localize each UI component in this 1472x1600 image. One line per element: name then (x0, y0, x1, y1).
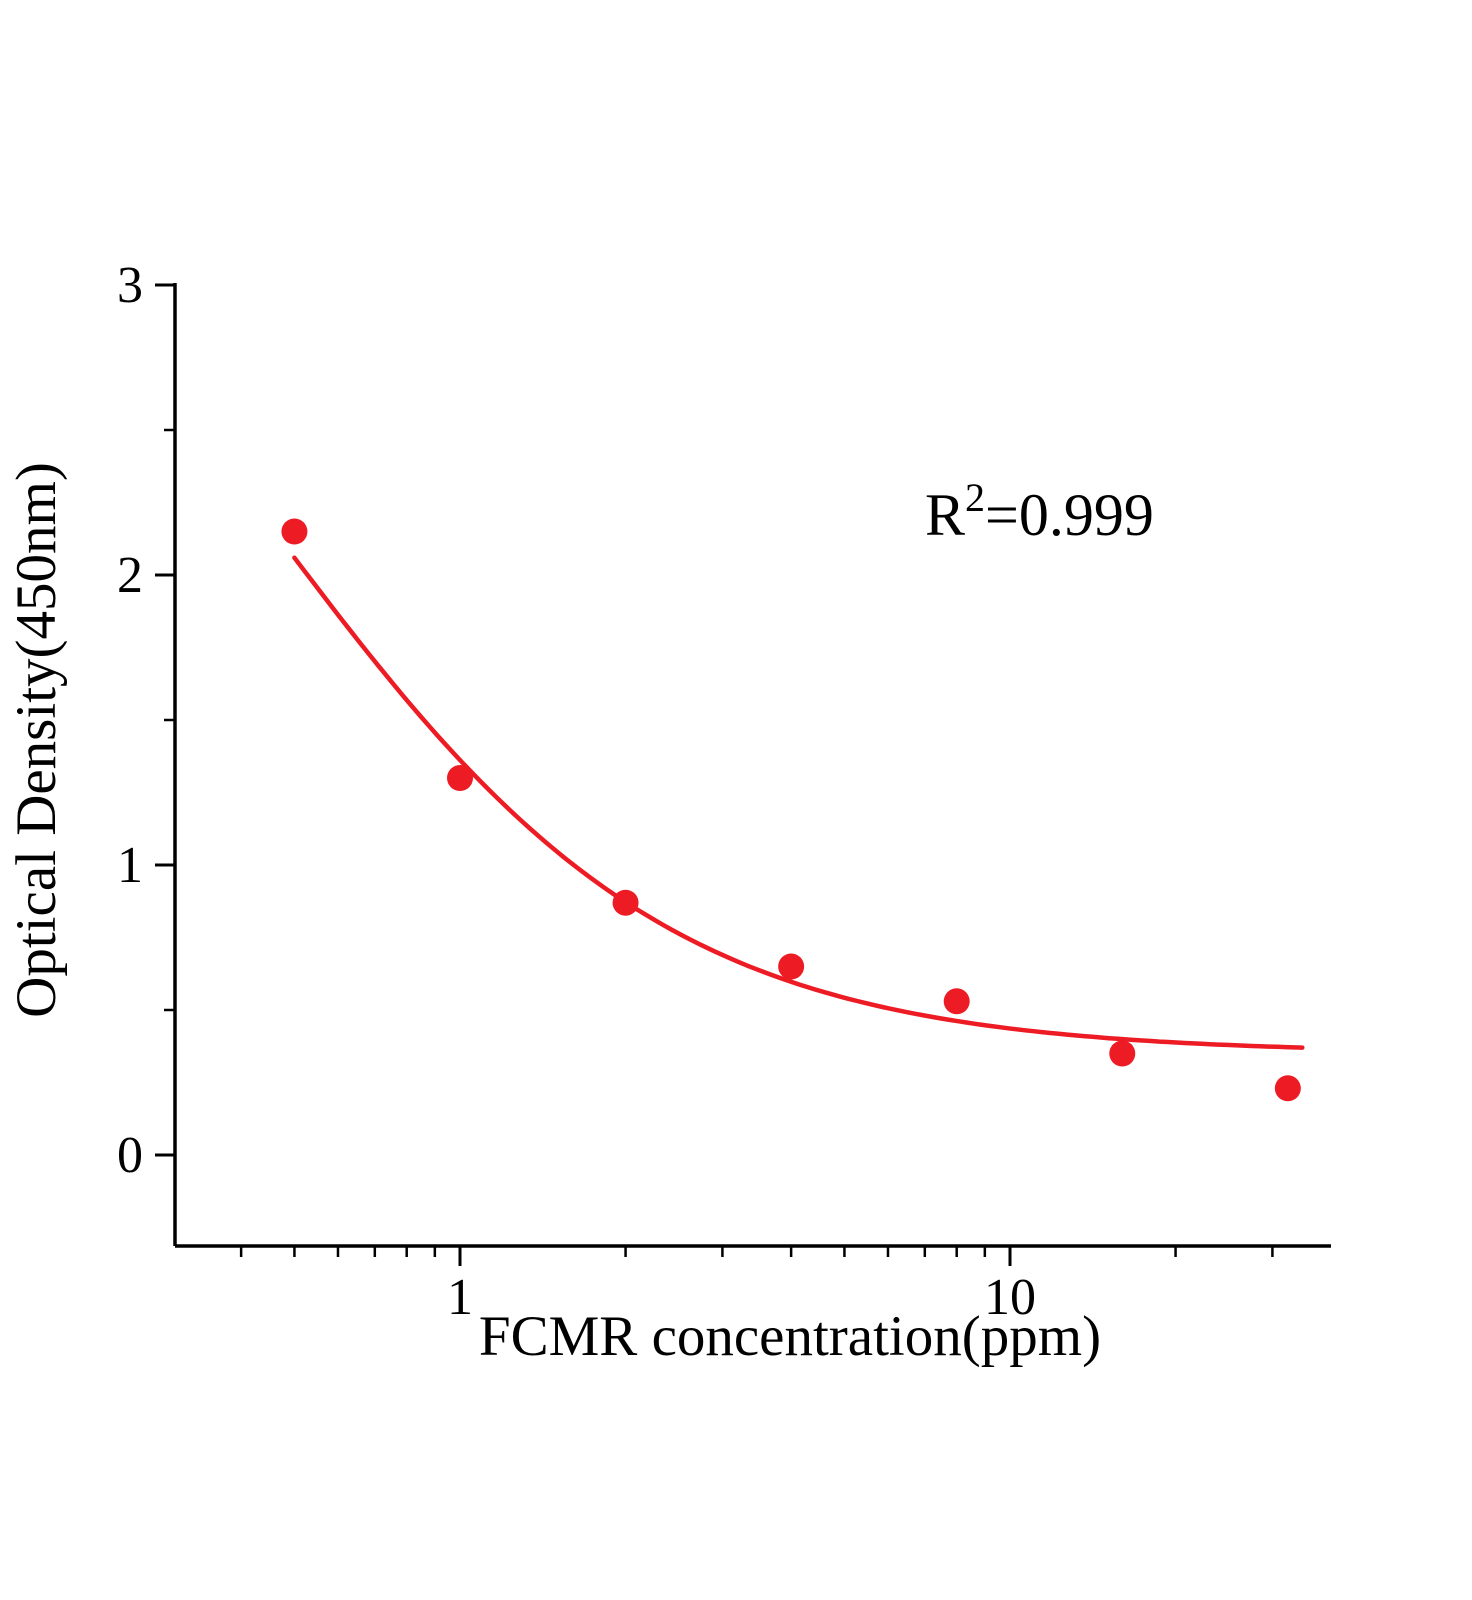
y-tick-label: 3 (117, 257, 143, 314)
data-point (778, 953, 805, 980)
r-squared-annotation: R2=0.999 (925, 475, 1154, 548)
fit-curve (292, 555, 1305, 1050)
data-point (1274, 1075, 1301, 1102)
data-point (943, 988, 970, 1015)
y-tick-label: 2 (117, 547, 143, 604)
x-tick-label: 10 (984, 1269, 1036, 1326)
data-point (447, 765, 473, 791)
y-tick-label: 0 (117, 1127, 143, 1184)
y-tick-label: 1 (117, 837, 143, 894)
data-point (1109, 1040, 1136, 1067)
plot-area: 1 10 0 1 2 3 (117, 257, 1331, 1326)
r-squared-base: R (925, 482, 965, 548)
data-point (612, 889, 639, 916)
r-squared-exponent: 2 (965, 475, 985, 520)
r-squared-rest: =0.999 (985, 482, 1154, 548)
x-axis-title: FCMR concentration(ppm) (479, 1305, 1101, 1368)
data-point (281, 518, 308, 545)
y-axis-title: Optical Density(450nm) (5, 462, 68, 1018)
x-tick-label: 1 (447, 1269, 473, 1326)
